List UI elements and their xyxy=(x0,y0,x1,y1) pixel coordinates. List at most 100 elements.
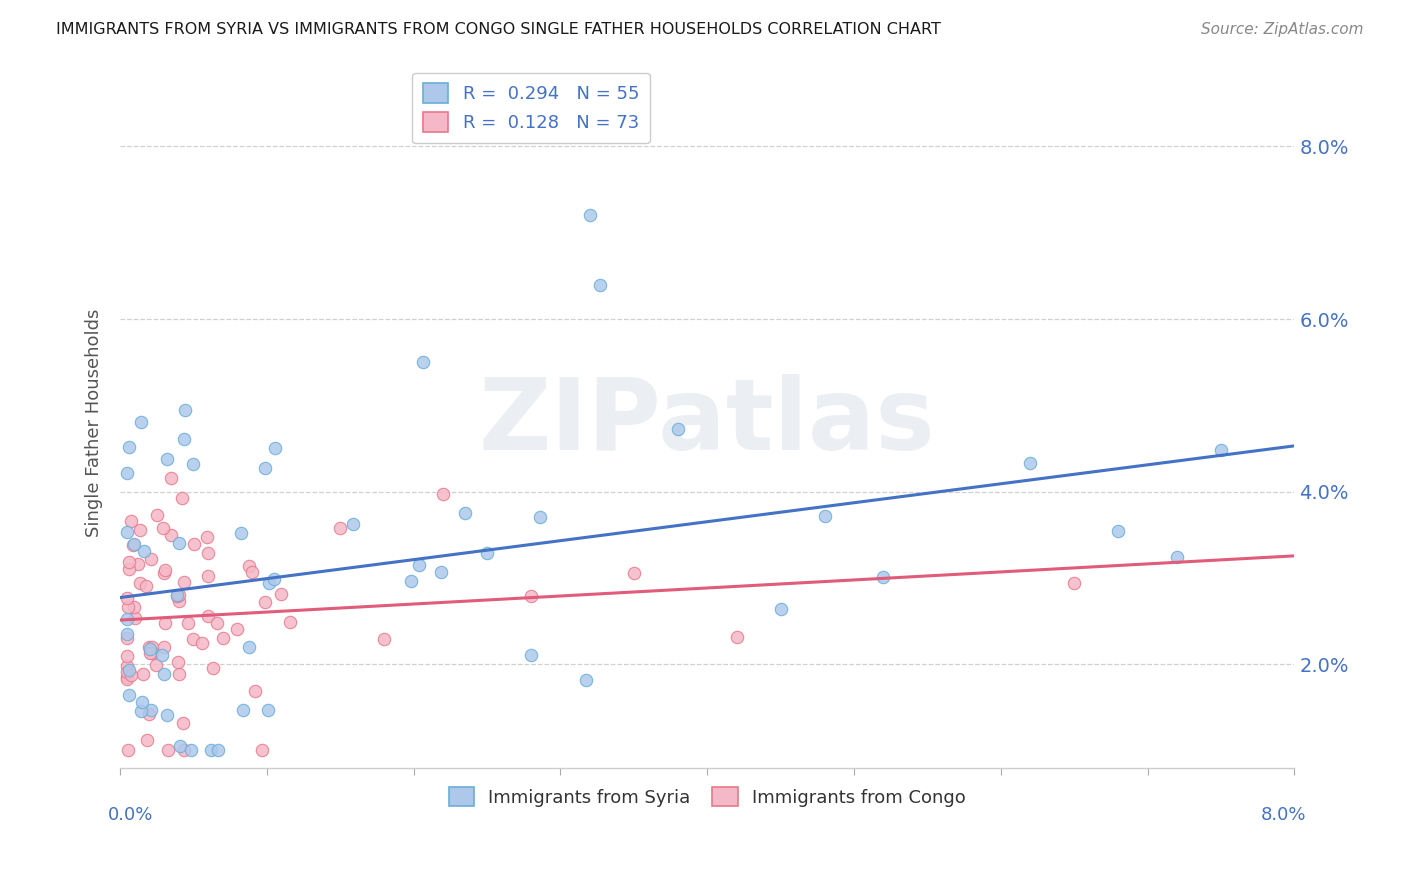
Point xyxy=(211,632,233,646)
Point xyxy=(167,594,190,608)
Point xyxy=(270,587,292,601)
Point xyxy=(120,514,142,528)
Text: 0.0%: 0.0% xyxy=(108,805,153,823)
Point xyxy=(129,575,152,590)
Text: ZIPatlas: ZIPatlas xyxy=(479,374,935,471)
Point xyxy=(253,595,276,609)
Text: IMMIGRANTS FROM SYRIA VS IMMIGRANTS FROM CONGO SINGLE FATHER HOUSEHOLDS CORRELAT: IMMIGRANTS FROM SYRIA VS IMMIGRANTS FROM… xyxy=(56,22,941,37)
Point xyxy=(256,703,278,717)
Point xyxy=(132,544,155,558)
Point xyxy=(170,491,193,505)
Point xyxy=(166,655,188,669)
Point xyxy=(117,659,139,673)
Point xyxy=(589,277,612,292)
Point xyxy=(238,558,260,573)
Point xyxy=(153,566,176,581)
Point xyxy=(141,646,163,660)
Point xyxy=(207,743,229,757)
Point xyxy=(1209,443,1232,458)
Point xyxy=(1063,575,1085,590)
Point xyxy=(117,627,139,641)
Point xyxy=(183,537,205,551)
Point xyxy=(240,565,263,579)
Point xyxy=(197,609,219,624)
Point xyxy=(167,588,190,602)
Point xyxy=(139,552,162,566)
Point xyxy=(264,441,287,455)
Point xyxy=(475,546,498,560)
Point xyxy=(166,588,188,602)
Point xyxy=(129,704,152,718)
Point xyxy=(139,642,162,657)
Point xyxy=(183,632,205,647)
Point xyxy=(195,530,218,544)
Point xyxy=(117,649,139,664)
Point xyxy=(117,672,139,686)
Point xyxy=(725,630,748,644)
Point xyxy=(623,566,645,580)
Point xyxy=(529,510,551,524)
Point xyxy=(128,523,150,537)
Point xyxy=(169,667,191,681)
Point xyxy=(173,575,195,590)
Point xyxy=(575,673,598,687)
Legend: Immigrants from Syria, Immigrants from Congo: Immigrants from Syria, Immigrants from C… xyxy=(441,780,973,814)
Point xyxy=(122,537,145,551)
Point xyxy=(131,695,153,709)
Point xyxy=(117,743,139,757)
Point xyxy=(200,743,222,757)
Point xyxy=(454,506,477,520)
Point xyxy=(232,703,254,717)
Point xyxy=(138,646,160,660)
Point xyxy=(666,421,689,435)
Point xyxy=(136,733,159,747)
Point xyxy=(153,667,176,681)
Point xyxy=(254,460,277,475)
Text: 8.0%: 8.0% xyxy=(1261,805,1306,823)
Point xyxy=(408,558,430,573)
Point xyxy=(197,546,219,560)
Point xyxy=(263,573,285,587)
Point xyxy=(160,471,183,485)
Point xyxy=(1019,456,1042,470)
Point xyxy=(167,536,190,550)
Point xyxy=(1107,524,1129,538)
Point xyxy=(117,599,139,614)
Point xyxy=(180,743,202,757)
Point xyxy=(183,457,205,471)
Point xyxy=(117,665,139,679)
Point xyxy=(373,632,395,646)
Point xyxy=(520,589,543,603)
Point xyxy=(197,568,219,582)
Point xyxy=(412,355,434,369)
Point xyxy=(117,631,139,645)
Point xyxy=(430,565,453,579)
Point xyxy=(124,611,146,625)
Point xyxy=(132,666,155,681)
Point xyxy=(117,688,139,702)
Point xyxy=(118,555,141,569)
Text: Source: ZipAtlas.com: Source: ZipAtlas.com xyxy=(1201,22,1364,37)
Point xyxy=(118,441,141,455)
Point xyxy=(278,615,301,630)
Point xyxy=(156,451,179,466)
Point xyxy=(173,432,195,446)
Point xyxy=(117,525,139,540)
Point xyxy=(399,574,422,588)
Point xyxy=(229,526,252,541)
Y-axis label: Single Father Households: Single Father Households xyxy=(86,309,103,537)
Point xyxy=(238,640,260,655)
Point xyxy=(578,209,600,223)
Point xyxy=(120,667,142,681)
Point xyxy=(329,521,352,535)
Point xyxy=(190,636,212,650)
Point xyxy=(141,640,163,654)
Point xyxy=(117,612,139,626)
Point xyxy=(153,640,176,655)
Point xyxy=(153,616,176,631)
Point xyxy=(139,704,162,718)
Point xyxy=(117,466,139,480)
Point xyxy=(872,570,894,584)
Point xyxy=(129,415,152,429)
Point xyxy=(145,657,167,672)
